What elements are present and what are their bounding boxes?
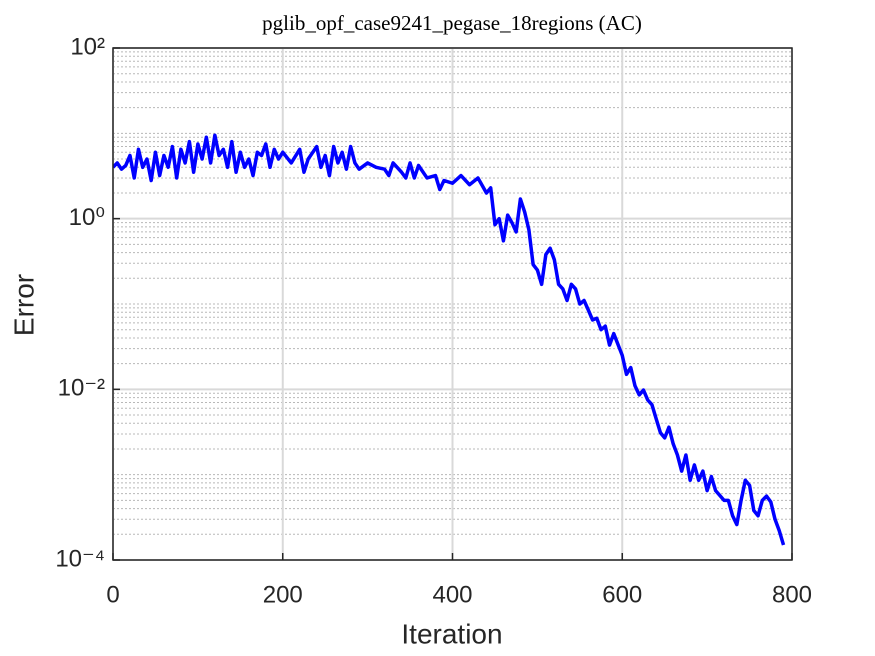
data-layer [113, 133, 786, 546]
y-axis-label: Error [8, 274, 39, 336]
y-tick-label: 10⁻⁴ [55, 545, 105, 572]
y-tick-label: 10⁻² [58, 375, 105, 402]
x-axis-label: Iteration [401, 618, 502, 649]
labels: 10⁻⁴ 10⁻² 10⁰ 10² 0 200 400 600 800 [55, 33, 812, 608]
data-line [113, 133, 786, 546]
x-tick-label: 800 [772, 581, 812, 608]
x-tick-label: 600 [602, 581, 642, 608]
y-tick-label: 10⁰ [69, 204, 105, 231]
x-tick-label: 0 [106, 581, 119, 608]
chart-title: pglib_opf_case9241_pegase_18regions (AC) [262, 11, 642, 35]
x-tick-label: 400 [432, 581, 472, 608]
y-tick-label: 10² [70, 33, 105, 60]
x-tick-label: 200 [263, 581, 303, 608]
